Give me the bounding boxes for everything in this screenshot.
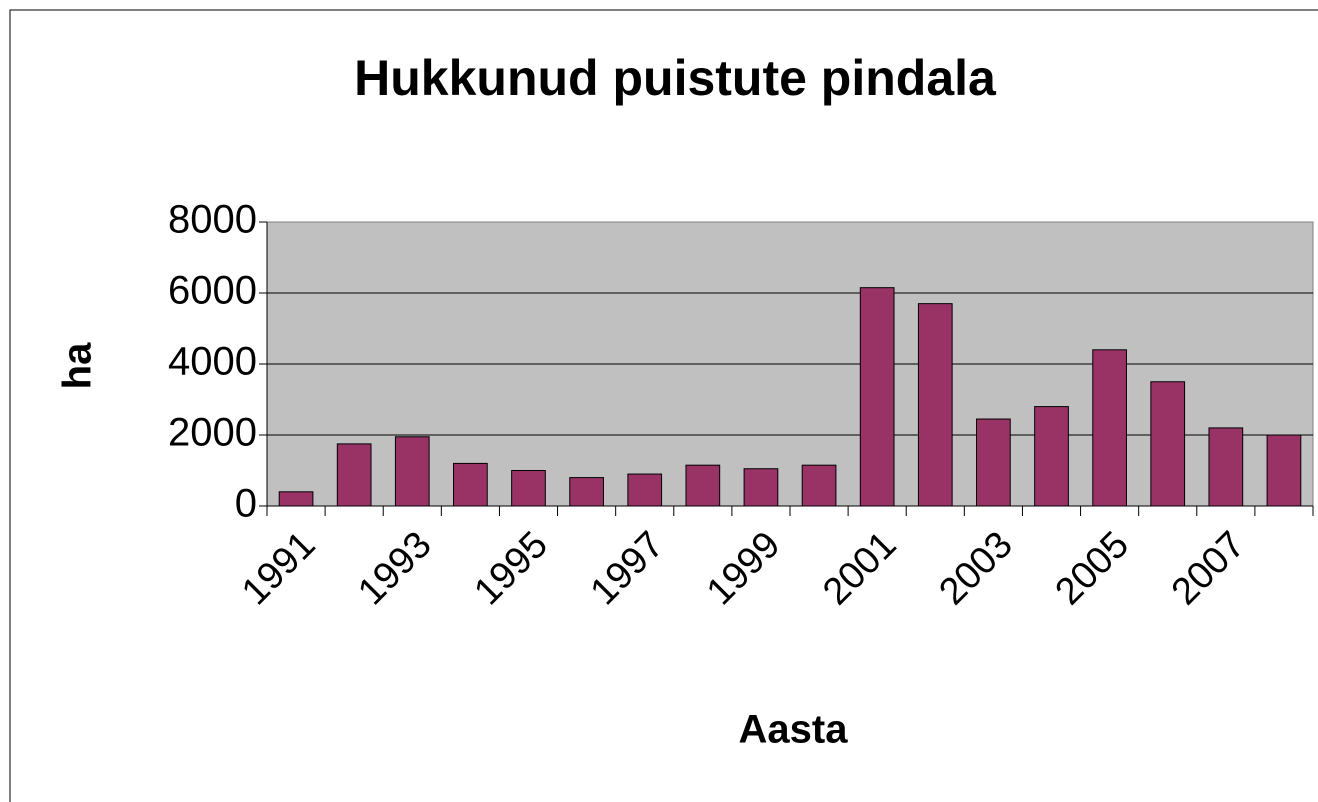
x-axis-label: Aasta (739, 708, 849, 752)
y-tick-label: 0 (235, 482, 257, 526)
bar (1092, 349, 1127, 507)
bar (627, 473, 663, 507)
bar (859, 287, 895, 507)
bar (1266, 434, 1302, 507)
bar (1034, 406, 1069, 507)
y-tick-label: 6000 (168, 269, 257, 313)
bar (569, 477, 604, 507)
chart-title: Hukkunud puistute pindala (354, 50, 997, 106)
y-axis-label: ha (56, 342, 100, 389)
bar (976, 418, 1011, 507)
bar (511, 470, 546, 507)
bar (801, 464, 837, 507)
bar (278, 491, 314, 507)
y-tick-label: 4000 (168, 340, 257, 384)
bar (743, 468, 779, 507)
bar (394, 436, 430, 507)
y-tick-label: 8000 (168, 198, 257, 242)
bar (1208, 427, 1244, 507)
bar (917, 303, 953, 507)
bar (453, 462, 488, 507)
bar (1150, 381, 1186, 507)
bar (685, 464, 721, 507)
bar (336, 443, 372, 507)
y-tick-label: 2000 (168, 411, 257, 455)
